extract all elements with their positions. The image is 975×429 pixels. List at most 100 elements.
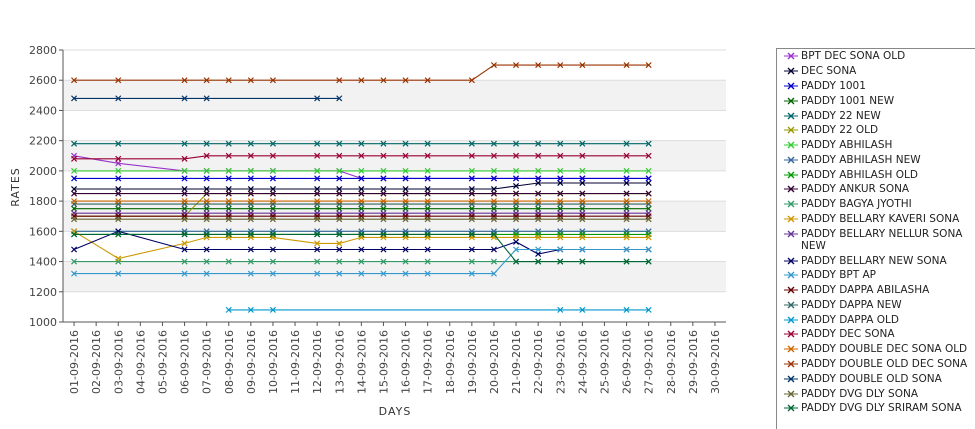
data-point-marker — [535, 140, 542, 147]
data-point-marker — [490, 185, 497, 193]
data-point-marker — [115, 155, 122, 162]
legend-item: PADDY BELLARY KAVERI SONA — [777, 212, 975, 227]
data-point-marker — [402, 152, 409, 159]
data-point-marker — [247, 152, 254, 159]
data-point-marker — [115, 77, 122, 84]
data-point-marker — [424, 140, 431, 147]
data-point-marker — [203, 185, 210, 193]
data-point-marker — [424, 216, 431, 223]
data-point-marker — [115, 185, 122, 193]
data-point-marker — [579, 246, 586, 253]
data-point-marker — [115, 160, 122, 167]
series-line — [74, 64, 649, 81]
series-18 — [225, 306, 652, 313]
data-point-marker — [535, 205, 542, 212]
legend-item: PADDY 1001 — [777, 79, 975, 94]
x-tick-label: 04-09-2016 — [134, 330, 147, 394]
data-point-marker — [645, 205, 652, 212]
data-point-marker — [402, 231, 409, 238]
legend-item: PADDY DOUBLE OLD SONA — [777, 371, 975, 386]
plot-band — [63, 261, 726, 292]
data-point-marker — [380, 231, 387, 238]
x-axis-tick-labels: 01-09-2016 02-09-2016 03-09-2016 04-09-2016… — [68, 330, 722, 394]
data-point-marker — [623, 306, 630, 313]
data-point-marker — [623, 216, 630, 223]
chart-legend: BPT DEC SONA OLD DEC SONA PADDY 1001 PADDY … — [776, 48, 975, 429]
plot-band — [63, 291, 726, 322]
series-layer — [71, 62, 652, 313]
series-4 — [71, 205, 652, 212]
data-point-marker — [424, 258, 431, 265]
data-point-marker — [645, 179, 652, 187]
legend-label: PADDY DEC SONA — [801, 328, 895, 341]
data-point-marker — [71, 77, 78, 84]
legend-marker-icon — [781, 50, 801, 62]
data-point-marker — [424, 167, 431, 174]
data-point-marker — [380, 167, 387, 174]
data-point-marker — [247, 190, 254, 197]
data-point-marker — [645, 216, 652, 223]
data-point-marker — [402, 246, 409, 253]
legend-item: PADDY BAGYA JYOTHI — [777, 197, 975, 212]
data-point-marker — [247, 270, 254, 277]
x-tick-label: 10-09-2016 — [267, 330, 280, 394]
x-tick-label: 12-09-2016 — [311, 330, 324, 394]
data-point-marker — [336, 185, 343, 193]
data-point-marker — [181, 205, 188, 212]
x-tick-label: 07-09-2016 — [201, 330, 214, 394]
legend-marker-icon — [781, 198, 801, 210]
data-point-marker — [645, 62, 652, 69]
data-point-marker — [336, 231, 343, 238]
data-point-marker — [402, 205, 409, 212]
data-point-marker — [181, 270, 188, 277]
data-point-marker — [645, 198, 652, 205]
x-tick-label: 09-09-2016 — [245, 330, 258, 394]
data-point-marker — [358, 205, 365, 212]
data-point-marker — [358, 77, 365, 84]
data-point-marker — [225, 185, 232, 193]
data-point-marker — [513, 234, 520, 241]
data-point-marker — [513, 182, 520, 190]
data-point-marker — [336, 152, 343, 159]
legend-marker-icon — [781, 388, 801, 400]
data-point-marker — [115, 231, 122, 238]
data-point-marker — [579, 198, 586, 205]
data-point-marker — [402, 258, 409, 265]
data-point-marker — [203, 216, 210, 223]
data-point-marker — [645, 306, 652, 313]
x-tick-label: 05-09-2016 — [156, 330, 169, 394]
legend-marker-icon — [781, 358, 801, 370]
data-point-marker — [71, 205, 78, 212]
data-point-marker — [203, 140, 210, 147]
legend-label: PADDY 1001 — [801, 79, 866, 92]
data-point-marker — [468, 190, 475, 197]
data-point-marker — [623, 246, 630, 253]
legend-item: PADDY ABHILASH — [777, 138, 975, 153]
data-point-marker — [402, 216, 409, 223]
data-point-marker — [557, 167, 564, 174]
legend-label: PADDY BAGYA JYOTHI — [801, 198, 912, 211]
legend-marker-icon — [781, 343, 801, 355]
data-point-marker — [71, 198, 78, 205]
data-point-marker — [579, 190, 586, 197]
data-point-marker — [115, 198, 122, 205]
data-point-marker — [358, 152, 365, 159]
x-tick-label: 20-09-2016 — [488, 330, 501, 394]
data-point-marker — [336, 240, 343, 247]
data-point-marker — [535, 175, 542, 182]
data-point-marker — [314, 216, 321, 223]
data-point-marker — [623, 198, 630, 205]
data-point-marker — [402, 190, 409, 197]
y-tick-label: 1200 — [29, 286, 57, 299]
data-point-marker — [468, 231, 475, 238]
legend-item: BPT DEC SONA OLD — [777, 49, 975, 64]
data-point-marker — [380, 140, 387, 147]
data-point-marker — [623, 179, 630, 187]
data-point-marker — [424, 185, 431, 193]
x-tick-label: 17-09-2016 — [422, 330, 435, 394]
data-point-marker — [181, 231, 188, 238]
data-point-marker — [314, 140, 321, 147]
data-point-marker — [358, 258, 365, 265]
legend-marker-icon — [781, 255, 801, 267]
legend-label: PADDY DAPPA OLD — [801, 313, 899, 326]
